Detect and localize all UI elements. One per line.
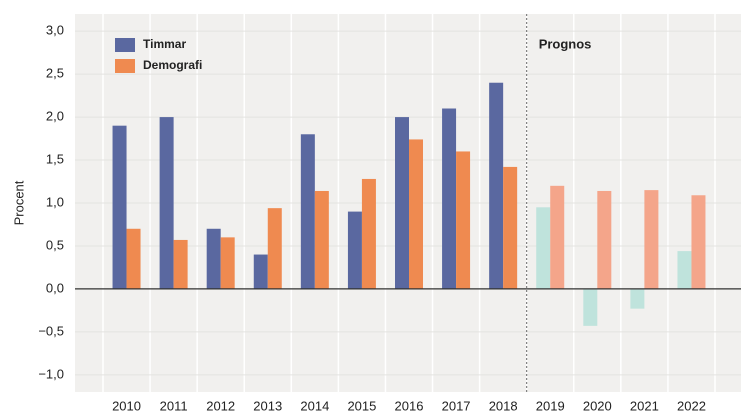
y-tick-label: 0,5 <box>46 237 64 252</box>
bar <box>300 134 315 289</box>
x-tick-label: 2012 <box>206 398 235 413</box>
bar <box>456 151 471 289</box>
bar <box>361 178 376 289</box>
bar <box>536 207 551 289</box>
bar <box>267 208 282 289</box>
annotation: Prognos <box>539 36 592 51</box>
x-tick-label: 2021 <box>630 398 659 413</box>
bar <box>503 166 518 289</box>
y-tick-label: 1,0 <box>46 194 64 209</box>
x-tick-label: 2013 <box>253 398 282 413</box>
bar <box>395 117 409 289</box>
bar <box>583 288 598 326</box>
bar <box>597 190 612 289</box>
x-tick-label: 2022 <box>677 398 706 413</box>
x-tick-label: 2019 <box>536 398 565 413</box>
bar <box>644 190 659 289</box>
x-tick-label: 2015 <box>347 398 376 413</box>
legend-swatch <box>115 38 135 52</box>
bar <box>442 108 457 289</box>
bar <box>314 190 329 289</box>
bar <box>126 228 141 289</box>
x-tick-label: 2017 <box>442 398 471 413</box>
x-tick-label: 2014 <box>300 398 329 413</box>
x-tick-label: 2018 <box>489 398 518 413</box>
y-tick-label: −0,5 <box>38 323 64 338</box>
bar <box>550 185 565 289</box>
bar <box>677 251 692 289</box>
bar <box>206 228 221 289</box>
bar <box>159 117 174 289</box>
y-axis-title: Procent <box>11 180 26 225</box>
bar <box>347 211 362 289</box>
y-tick-label: 2,5 <box>46 66 64 81</box>
bar <box>112 125 127 289</box>
bar <box>253 254 268 289</box>
y-tick-label: 2,0 <box>46 109 64 124</box>
legend-label: Demografi <box>143 58 202 72</box>
x-tick-label: 2016 <box>395 398 424 413</box>
y-tick-label: −1,0 <box>38 366 64 381</box>
bar <box>489 82 504 289</box>
bar <box>409 139 423 289</box>
y-tick-label: 1,5 <box>46 151 64 166</box>
legend-swatch <box>115 59 135 73</box>
bar <box>173 239 188 289</box>
y-tick-label: 3,0 <box>46 23 64 38</box>
y-tick-label: 0,0 <box>46 280 64 295</box>
bar <box>220 237 235 289</box>
x-tick-label: 2010 <box>112 398 141 413</box>
legend-label: Timmar <box>143 37 186 51</box>
x-tick-label: 2011 <box>160 398 188 413</box>
bar <box>691 195 706 289</box>
bar <box>630 288 645 309</box>
x-tick-label: 2020 <box>583 398 612 413</box>
